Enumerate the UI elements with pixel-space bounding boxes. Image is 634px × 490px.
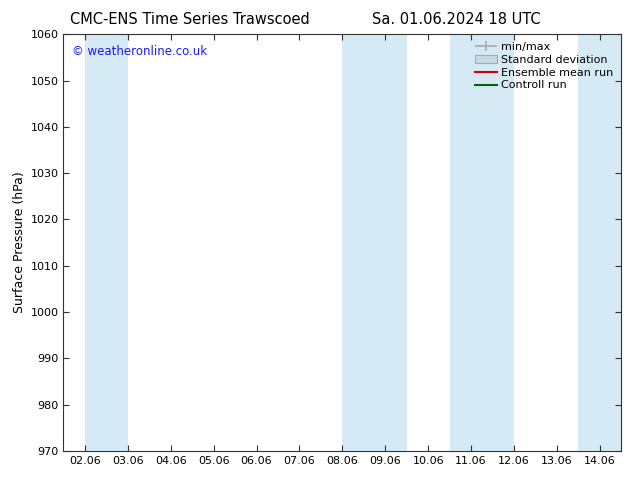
Y-axis label: Surface Pressure (hPa): Surface Pressure (hPa) bbox=[13, 172, 26, 314]
Bar bbox=[578, 34, 621, 451]
Text: Sa. 01.06.2024 18 UTC: Sa. 01.06.2024 18 UTC bbox=[372, 12, 541, 27]
Text: CMC-ENS Time Series Trawscoed: CMC-ENS Time Series Trawscoed bbox=[70, 12, 310, 27]
Legend: min/max, Standard deviation, Ensemble mean run, Controll run: min/max, Standard deviation, Ensemble me… bbox=[472, 40, 616, 93]
Bar bbox=[342, 34, 407, 451]
Bar bbox=[85, 34, 128, 451]
Text: © weatheronline.co.uk: © weatheronline.co.uk bbox=[72, 45, 207, 58]
Bar bbox=[450, 34, 514, 451]
